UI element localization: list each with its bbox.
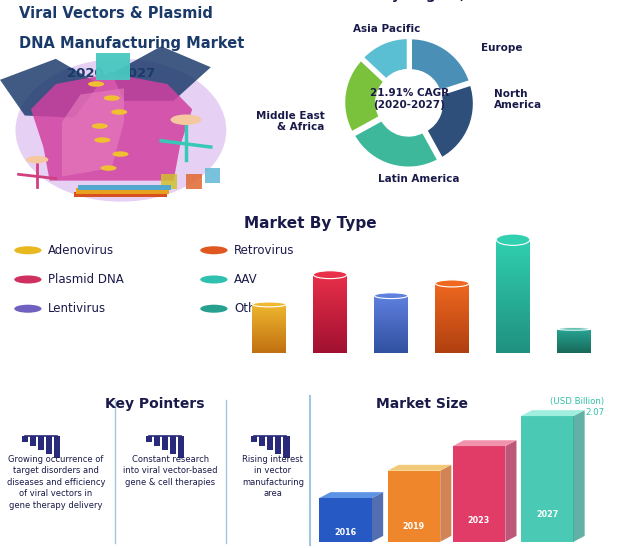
Polygon shape [574, 410, 585, 542]
FancyBboxPatch shape [154, 436, 160, 446]
Ellipse shape [496, 234, 530, 246]
FancyBboxPatch shape [170, 436, 176, 454]
Ellipse shape [313, 271, 347, 278]
FancyBboxPatch shape [453, 446, 505, 542]
Ellipse shape [557, 328, 591, 330]
Polygon shape [62, 88, 124, 176]
Text: Constant research
into viral vector-based
gene & cell therapies: Constant research into viral vector-base… [123, 455, 218, 487]
FancyBboxPatch shape [319, 498, 372, 542]
Text: Middle East
& Africa: Middle East & Africa [255, 111, 324, 133]
Ellipse shape [252, 352, 286, 355]
Polygon shape [0, 59, 99, 118]
FancyBboxPatch shape [76, 189, 169, 193]
FancyBboxPatch shape [162, 436, 168, 450]
Ellipse shape [374, 293, 408, 299]
Text: Market By Type: Market By Type [244, 215, 376, 231]
Polygon shape [440, 465, 451, 542]
FancyBboxPatch shape [22, 436, 28, 442]
Circle shape [94, 138, 110, 143]
Text: Asia Pacific: Asia Pacific [353, 24, 421, 33]
Circle shape [100, 165, 117, 171]
Text: Plasmid DNA: Plasmid DNA [48, 273, 124, 286]
FancyBboxPatch shape [161, 174, 177, 189]
FancyBboxPatch shape [259, 436, 265, 446]
Text: Lentivirus: Lentivirus [48, 302, 107, 315]
Circle shape [104, 95, 120, 101]
Polygon shape [31, 73, 192, 181]
Text: Adenovirus: Adenovirus [48, 244, 115, 257]
Text: Market Size: Market Size [376, 397, 467, 412]
Ellipse shape [374, 352, 408, 355]
Text: DNA Manufacturing Market: DNA Manufacturing Market [19, 36, 244, 51]
Circle shape [88, 81, 104, 87]
FancyBboxPatch shape [251, 436, 257, 442]
Polygon shape [453, 440, 516, 446]
FancyBboxPatch shape [54, 436, 60, 458]
FancyBboxPatch shape [521, 416, 574, 542]
Ellipse shape [313, 351, 347, 356]
Circle shape [200, 305, 228, 313]
Text: 2016: 2016 [335, 528, 356, 536]
Circle shape [14, 246, 42, 254]
Circle shape [200, 276, 228, 283]
FancyBboxPatch shape [96, 53, 130, 80]
FancyBboxPatch shape [275, 436, 281, 454]
Text: 2027: 2027 [536, 510, 558, 518]
Ellipse shape [16, 59, 226, 202]
Polygon shape [388, 465, 451, 471]
Wedge shape [344, 60, 384, 133]
Wedge shape [362, 38, 408, 80]
FancyBboxPatch shape [205, 168, 220, 183]
Ellipse shape [435, 352, 469, 355]
Polygon shape [319, 492, 383, 498]
Text: Viral Vectors & Plasmid: Viral Vectors & Plasmid [19, 7, 213, 21]
Text: Others: Others [234, 302, 274, 315]
FancyBboxPatch shape [146, 436, 152, 442]
Text: 21.91% CAGR
(2020-2027): 21.91% CAGR (2020-2027) [370, 88, 449, 110]
Text: Key Pointers: Key Pointers [105, 397, 205, 412]
Circle shape [26, 156, 48, 163]
Text: AAV: AAV [234, 273, 258, 286]
Text: North
America: North America [494, 89, 542, 110]
Title: Market by Region, 2019: Market by Region, 2019 [322, 0, 509, 2]
FancyBboxPatch shape [46, 436, 52, 454]
FancyBboxPatch shape [283, 436, 290, 458]
Text: 2019: 2019 [403, 522, 425, 530]
Ellipse shape [252, 302, 286, 307]
Polygon shape [112, 46, 211, 101]
Ellipse shape [435, 280, 469, 287]
Circle shape [92, 123, 108, 129]
FancyBboxPatch shape [74, 192, 167, 197]
FancyBboxPatch shape [38, 436, 44, 450]
Text: 2020 - 2027: 2020 - 2027 [68, 67, 156, 80]
FancyBboxPatch shape [78, 185, 171, 190]
Polygon shape [505, 440, 516, 542]
Ellipse shape [496, 351, 530, 356]
Text: Europe: Europe [481, 43, 523, 53]
Circle shape [14, 305, 42, 313]
Circle shape [14, 276, 42, 283]
FancyBboxPatch shape [178, 436, 184, 458]
Circle shape [200, 246, 228, 254]
Text: Rising interest
in vector
manufacturing
area: Rising interest in vector manufacturing … [242, 455, 304, 498]
FancyBboxPatch shape [267, 436, 273, 450]
FancyBboxPatch shape [388, 471, 440, 542]
Circle shape [170, 115, 202, 125]
FancyBboxPatch shape [30, 436, 36, 446]
Wedge shape [426, 84, 474, 159]
Polygon shape [372, 492, 383, 542]
Circle shape [112, 151, 128, 157]
Polygon shape [521, 410, 585, 416]
Text: Latin America: Latin America [378, 174, 459, 184]
Circle shape [111, 109, 127, 115]
Text: Growing occurrence of
target disorders and
diseases and efficiency
of viral vect: Growing occurrence of target disorders a… [7, 455, 105, 510]
Wedge shape [410, 38, 471, 92]
Text: Retrovirus: Retrovirus [234, 244, 295, 257]
Text: 2023: 2023 [468, 516, 490, 525]
Wedge shape [353, 119, 439, 168]
FancyBboxPatch shape [186, 174, 202, 189]
Text: (USD Billion)
2.07: (USD Billion) 2.07 [551, 397, 604, 417]
Ellipse shape [557, 353, 591, 354]
